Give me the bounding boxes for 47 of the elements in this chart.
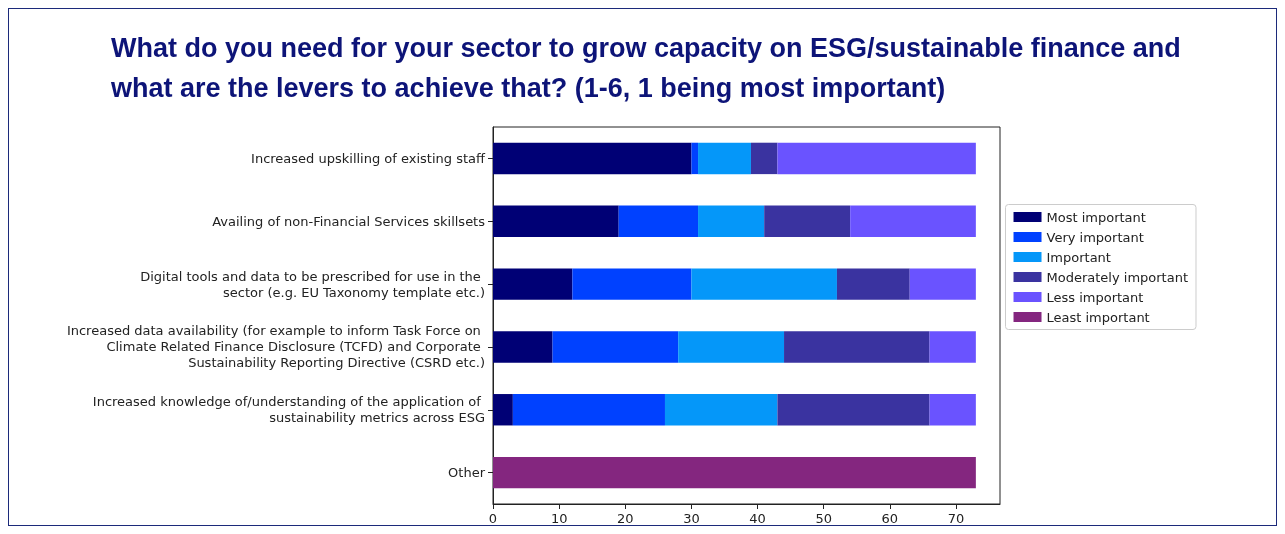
x-tick-label: 50 [815, 511, 832, 526]
x-tick-label: 20 [617, 511, 634, 526]
legend-label: Very important [1046, 229, 1144, 245]
y-tick-label: Digital tools and data to be prescribed for use in the sector (e.g. EU Taxonomy template etc.) [140, 268, 485, 300]
x-tick-label: 30 [683, 511, 700, 526]
x-tick-label: 60 [881, 511, 899, 526]
bar [764, 205, 851, 237]
bar [493, 205, 619, 237]
bar [493, 394, 513, 426]
bar [777, 394, 930, 426]
bar [493, 456, 976, 489]
bar [836, 268, 910, 300]
bar [850, 205, 976, 237]
legend-label: Less important [1046, 289, 1144, 305]
bar [909, 268, 976, 300]
bar [929, 331, 976, 363]
bar [750, 142, 778, 175]
bar [552, 331, 679, 363]
bar [512, 394, 665, 426]
bar [784, 331, 930, 363]
y-tick-label: Increased upskilling of existing staff [251, 150, 487, 166]
y-tick-label: Availing of non-Financial Services skillsets [212, 213, 486, 229]
legend-label: Least important [1046, 309, 1150, 325]
bar [698, 205, 765, 237]
bar [572, 268, 692, 300]
bar [929, 394, 976, 426]
x-tick-label: 70 [947, 511, 965, 526]
bar [664, 394, 778, 426]
bar [678, 331, 785, 363]
bar [493, 331, 553, 363]
y-tick-label: Other [448, 465, 486, 481]
x-tick-label: 10 [550, 511, 568, 526]
legend-label: Most important [1046, 209, 1146, 225]
bar [493, 142, 692, 175]
y-tick-label: Increased knowledge of/understanding of the application of sustainability metrics across ESG [92, 394, 485, 426]
legend-label: Important [1046, 249, 1111, 265]
bar [493, 268, 573, 300]
y-tick-label: Increased data availability (for example to inform Task Force on Climate Related Finance Disclosure (TCFD) and Corporate Sustainability Reporting Directive (CSRD etc.) [66, 323, 485, 371]
bar [698, 142, 751, 175]
bar [691, 268, 837, 300]
x-tick-label: 40 [749, 511, 766, 526]
bar [777, 142, 976, 175]
x-tick-label: 0 [488, 511, 498, 526]
bar [618, 205, 699, 237]
legend-label: Moderately important [1046, 269, 1189, 285]
chart-title: What do you need for your sector to grow capacity on ESG/sustainable finance and what are the levers to achieve that? (1-6, 1 being most important) [110, 33, 1189, 103]
bar [691, 142, 699, 175]
